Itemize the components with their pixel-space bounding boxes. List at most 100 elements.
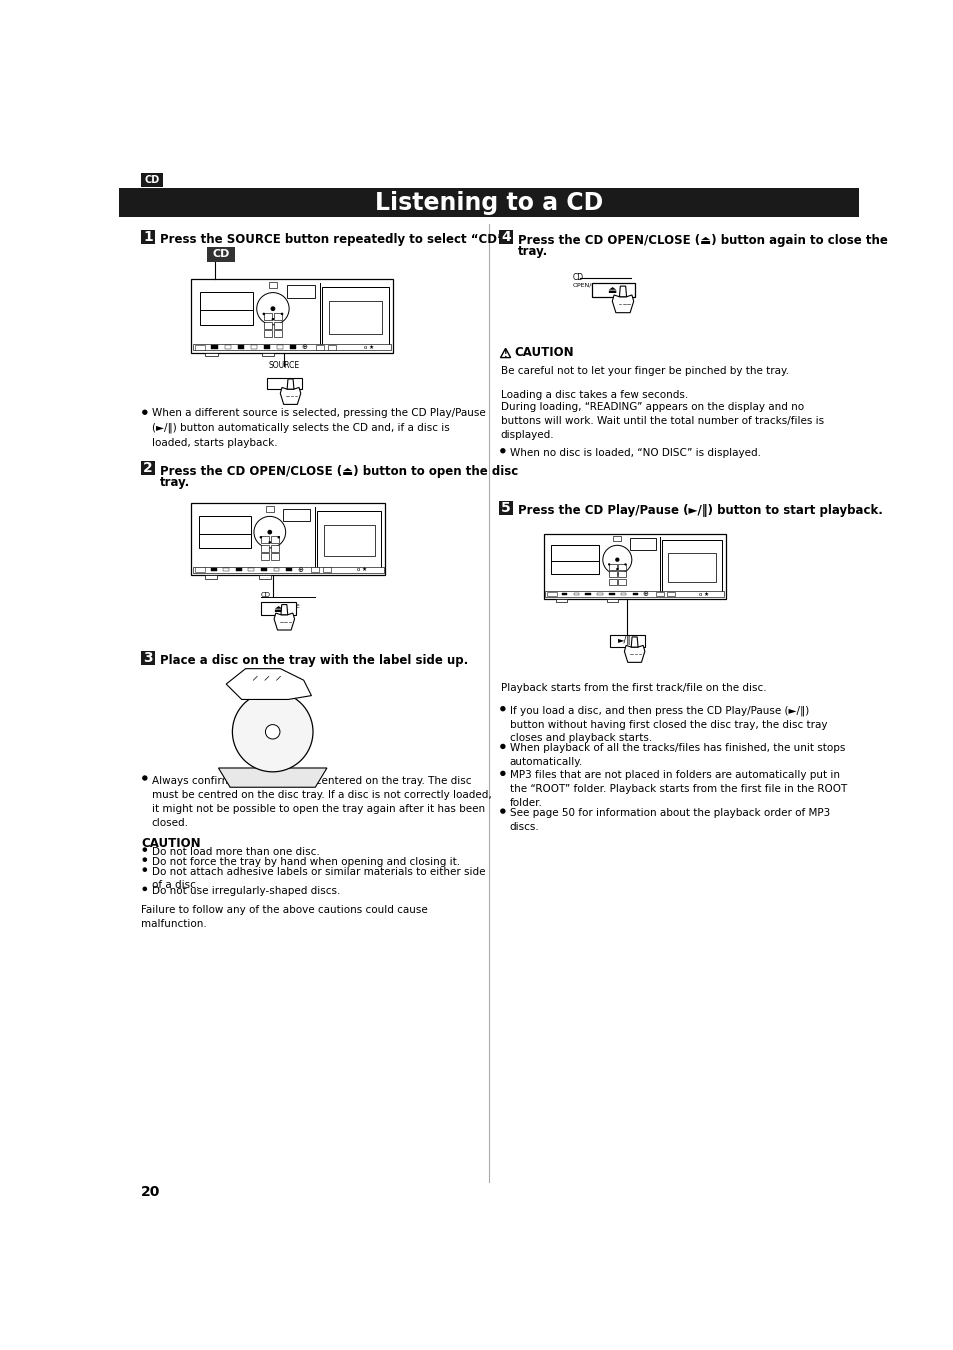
Text: Failure to follow any of the above cautions could cause
malfunction.: Failure to follow any of the above cauti… xyxy=(141,904,427,929)
Text: If you load a disc, and then press the CD Play/Pause (►/‖)
button without having: If you load a disc, and then press the C… xyxy=(509,706,826,744)
Bar xyxy=(661,540,721,593)
Text: Press the CD Play/Pause (►/‖) button to start playback.: Press the CD Play/Pause (►/‖) button to … xyxy=(517,505,882,517)
Bar xyxy=(211,568,216,571)
Bar xyxy=(551,544,598,563)
Circle shape xyxy=(142,409,148,414)
Circle shape xyxy=(499,706,505,711)
Text: When a different source is selected, pressing the CD Play/Pause
(►/‖) button aut: When a different source is selected, pre… xyxy=(152,409,485,448)
Text: Do not use irregularly-shaped discs.: Do not use irregularly-shaped discs. xyxy=(152,886,340,896)
Text: ⏏: ⏏ xyxy=(274,603,282,614)
Bar xyxy=(259,575,271,579)
Bar xyxy=(585,593,590,595)
Text: tray.: tray. xyxy=(159,477,190,489)
Bar xyxy=(195,567,205,572)
Bar xyxy=(199,533,251,548)
Bar xyxy=(263,321,272,328)
Text: ⏏: ⏏ xyxy=(606,285,616,294)
Bar xyxy=(274,313,282,320)
Bar xyxy=(267,378,302,389)
Bar xyxy=(618,571,625,578)
Circle shape xyxy=(272,317,274,320)
Circle shape xyxy=(142,887,147,891)
Bar xyxy=(323,567,331,572)
Circle shape xyxy=(602,545,631,574)
Bar xyxy=(119,188,858,217)
Bar xyxy=(632,593,638,595)
Bar xyxy=(274,331,282,338)
Bar xyxy=(323,525,375,556)
Bar xyxy=(261,352,274,356)
Bar xyxy=(607,599,618,602)
Text: o ★: o ★ xyxy=(699,591,708,597)
Bar xyxy=(328,344,336,350)
Text: !: ! xyxy=(503,350,507,359)
Polygon shape xyxy=(274,613,294,630)
Text: When no disc is loaded, “NO DISC” is displayed.: When no disc is loaded, “NO DISC” is dis… xyxy=(509,448,760,458)
Circle shape xyxy=(142,775,148,780)
Bar xyxy=(205,352,217,356)
Bar xyxy=(193,567,383,572)
Circle shape xyxy=(268,541,271,544)
Circle shape xyxy=(616,568,618,570)
Text: Place a disc on the tray with the label side up.: Place a disc on the tray with the label … xyxy=(159,655,467,667)
Circle shape xyxy=(142,857,147,861)
Bar xyxy=(224,346,231,348)
Bar xyxy=(556,599,567,602)
Text: 1: 1 xyxy=(143,230,152,244)
Circle shape xyxy=(265,725,279,738)
Text: Listening to a CD: Listening to a CD xyxy=(375,190,602,215)
Text: OPEN/CLOSE: OPEN/CLOSE xyxy=(572,282,612,288)
Bar xyxy=(223,568,229,571)
Bar xyxy=(322,286,389,346)
Circle shape xyxy=(499,744,505,749)
Bar xyxy=(551,562,598,574)
Bar xyxy=(329,301,382,333)
Text: tray.: tray. xyxy=(517,246,547,258)
Bar xyxy=(251,346,256,348)
Text: CD: CD xyxy=(572,273,583,282)
Bar xyxy=(193,344,391,351)
Text: See page 50 for information about the playback order of MP3
discs.: See page 50 for information about the pl… xyxy=(509,809,829,832)
Polygon shape xyxy=(226,668,311,699)
Bar xyxy=(207,247,234,262)
Bar xyxy=(248,568,254,571)
Bar xyxy=(141,651,154,664)
Text: CD: CD xyxy=(144,174,159,185)
Bar xyxy=(141,173,162,186)
Circle shape xyxy=(253,517,285,548)
Text: CAUTION: CAUTION xyxy=(141,837,200,850)
Bar xyxy=(620,593,626,595)
Bar xyxy=(597,593,602,595)
Bar xyxy=(609,634,644,647)
Text: 2: 2 xyxy=(143,460,152,475)
Text: 3: 3 xyxy=(143,651,152,666)
Circle shape xyxy=(607,563,610,566)
Bar xyxy=(290,346,295,348)
Bar xyxy=(276,346,283,348)
Bar xyxy=(498,501,513,514)
Bar xyxy=(608,579,616,585)
Bar xyxy=(274,568,279,571)
Text: o ★: o ★ xyxy=(363,344,374,350)
Text: Be careful not to let your finger be pinched by the tray.: Be careful not to let your finger be pin… xyxy=(500,366,788,377)
Bar xyxy=(271,554,278,560)
Bar xyxy=(260,536,269,543)
Bar xyxy=(286,568,292,571)
Text: o ★: o ★ xyxy=(356,567,367,572)
Bar xyxy=(544,591,723,597)
Polygon shape xyxy=(612,296,633,313)
Text: Playback starts from the first track/file on the disc.: Playback starts from the first track/fil… xyxy=(500,683,765,693)
Circle shape xyxy=(259,536,262,539)
Polygon shape xyxy=(631,637,638,647)
Bar xyxy=(192,279,393,352)
Circle shape xyxy=(142,848,147,852)
Text: Do not load more than one disc.: Do not load more than one disc. xyxy=(152,846,319,856)
Bar xyxy=(316,344,324,350)
Text: 20: 20 xyxy=(141,1185,160,1199)
Bar xyxy=(613,536,620,541)
Bar xyxy=(311,567,319,572)
Circle shape xyxy=(277,536,279,539)
Bar xyxy=(667,591,674,597)
Bar xyxy=(274,321,282,328)
Bar xyxy=(667,554,716,582)
